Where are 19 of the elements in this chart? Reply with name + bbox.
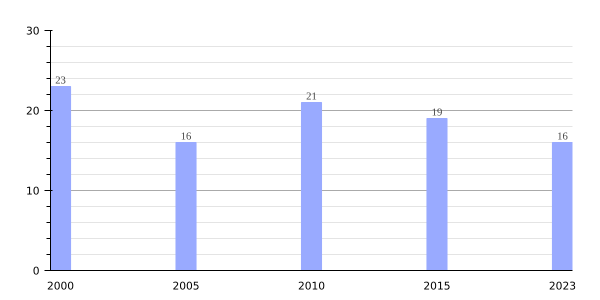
bar bbox=[300, 102, 322, 270]
bar bbox=[426, 118, 448, 270]
x-tick-label: 2010 bbox=[298, 280, 326, 292]
data-label: 16 bbox=[557, 132, 568, 142]
bar bbox=[175, 142, 197, 270]
y-tick-label: 30 bbox=[26, 24, 40, 38]
y-tick-label: 0 bbox=[32, 264, 40, 278]
x-tick-label: 2000 bbox=[46, 280, 74, 292]
y-tick-label: 10 bbox=[26, 184, 40, 198]
data-label: 19 bbox=[432, 108, 442, 118]
data-label: 16 bbox=[180, 132, 192, 142]
x-tick-label: 2015 bbox=[423, 280, 451, 292]
data-label: 21 bbox=[306, 92, 317, 102]
bar bbox=[552, 142, 572, 270]
x-tick-label: 2005 bbox=[172, 280, 200, 292]
x-tick-label: 2023 bbox=[548, 280, 576, 292]
y-tick-label: 20 bbox=[26, 104, 40, 118]
bar bbox=[50, 86, 72, 270]
data-label: 23 bbox=[55, 76, 66, 86]
